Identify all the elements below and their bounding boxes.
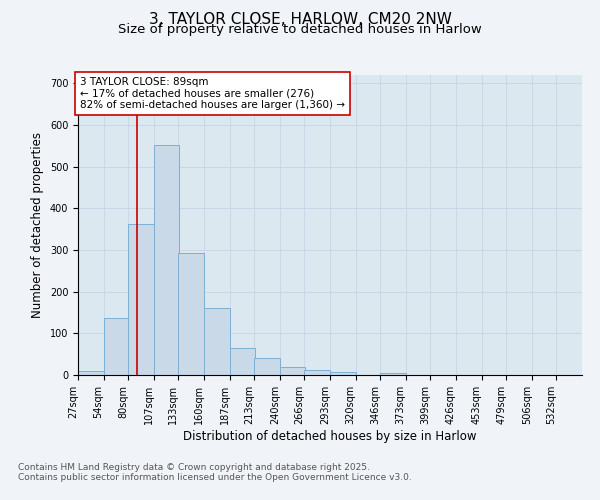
Bar <box>254 358 280 375</box>
Bar <box>128 224 154 375</box>
Bar <box>78 371 104 375</box>
X-axis label: Distribution of detached houses by size in Harlow: Distribution of detached houses by size … <box>183 430 477 442</box>
Bar <box>178 253 204 375</box>
Y-axis label: Number of detached properties: Number of detached properties <box>31 132 44 318</box>
Bar <box>330 372 356 375</box>
Text: 3 TAYLOR CLOSE: 89sqm
← 17% of detached houses are smaller (276)
82% of semi-det: 3 TAYLOR CLOSE: 89sqm ← 17% of detached … <box>80 77 345 110</box>
Bar <box>304 370 330 375</box>
Text: 3, TAYLOR CLOSE, HARLOW, CM20 2NW: 3, TAYLOR CLOSE, HARLOW, CM20 2NW <box>149 12 451 28</box>
Bar <box>280 366 305 375</box>
Bar <box>230 348 255 375</box>
Text: Contains HM Land Registry data © Crown copyright and database right 2025.: Contains HM Land Registry data © Crown c… <box>18 464 370 472</box>
Text: Size of property relative to detached houses in Harlow: Size of property relative to detached ho… <box>118 22 482 36</box>
Bar <box>204 308 230 375</box>
Bar <box>104 318 129 375</box>
Bar <box>154 146 179 375</box>
Text: Contains public sector information licensed under the Open Government Licence v3: Contains public sector information licen… <box>18 474 412 482</box>
Bar <box>380 374 406 375</box>
